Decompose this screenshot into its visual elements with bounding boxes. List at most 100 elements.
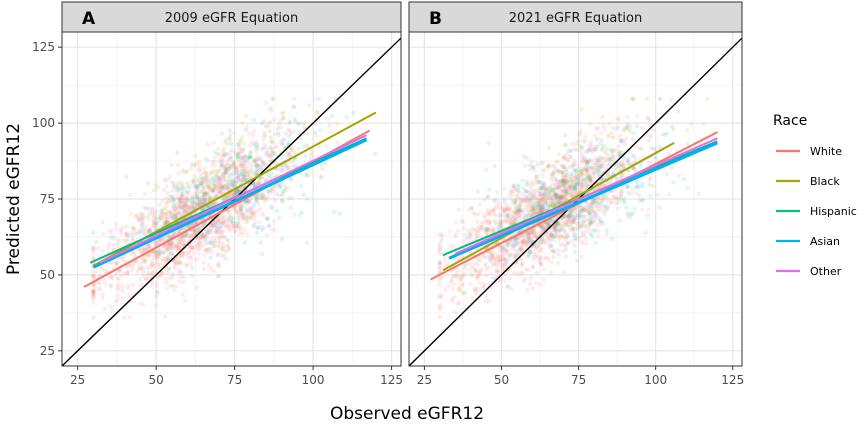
scatter-point — [287, 121, 292, 126]
scatter-point — [140, 212, 145, 217]
scatter-point — [624, 205, 629, 210]
scatter-point — [184, 169, 189, 175]
scatter-point — [539, 225, 545, 230]
scatter-point — [196, 181, 202, 186]
scatter-point — [658, 96, 663, 102]
scatter-point — [175, 244, 180, 250]
scatter-point — [449, 278, 454, 284]
scatter-point — [267, 128, 272, 134]
scatter-point — [437, 249, 443, 254]
scatter-point — [483, 229, 489, 234]
scatter-point — [563, 189, 568, 194]
scatter-point — [537, 209, 543, 214]
scatter-point — [265, 190, 271, 195]
scatter-point — [187, 204, 192, 210]
scatter-point — [138, 216, 144, 221]
scatter-point — [323, 161, 328, 166]
scatter-point — [205, 230, 210, 236]
scatter-point — [176, 245, 182, 251]
scatter-point — [183, 197, 188, 202]
scatter-point — [563, 187, 569, 192]
scatter-point — [224, 256, 229, 262]
scatter-point — [219, 185, 224, 190]
scatter-point — [141, 257, 147, 263]
scatter-point — [582, 139, 588, 144]
scatter-point — [462, 266, 467, 271]
scatter-point — [164, 202, 170, 208]
scatter-point — [245, 201, 250, 206]
scatter-point — [503, 258, 508, 263]
scatter-point — [495, 269, 500, 274]
scatter-point — [170, 257, 176, 262]
scatter-point — [91, 293, 96, 299]
scatter-point — [521, 197, 526, 202]
scatter-point — [499, 257, 504, 263]
scatter-point — [196, 167, 201, 172]
scatter-point — [579, 223, 584, 228]
scatter-point — [507, 207, 512, 212]
scatter-point — [158, 263, 163, 268]
scatter-point — [450, 299, 455, 304]
scatter-point — [200, 222, 205, 228]
scatter-point — [569, 215, 574, 221]
scatter-point — [231, 176, 236, 182]
scatter-point — [220, 241, 225, 246]
scatter-point — [563, 168, 568, 173]
scatter-point — [512, 215, 517, 220]
scatter-point — [492, 207, 497, 212]
x-tick-label: 50 — [149, 373, 164, 387]
scatter-point — [588, 140, 594, 145]
scatter-point — [170, 205, 176, 211]
scatter-point — [572, 158, 577, 164]
scatter-point — [238, 176, 243, 181]
scatter-point — [260, 251, 265, 257]
scatter-point — [516, 196, 521, 202]
scatter-point — [268, 153, 274, 158]
scatter-point — [240, 215, 246, 221]
scatter-point — [490, 228, 495, 234]
scatter-point — [537, 207, 543, 212]
scatter-point — [573, 187, 578, 192]
scatter-point — [206, 229, 211, 235]
scatter-point — [206, 182, 211, 187]
scatter-point — [297, 213, 302, 218]
scatter-point — [589, 166, 595, 171]
scatter-point — [191, 162, 196, 167]
scatter-point — [223, 219, 228, 225]
scatter-point — [178, 201, 183, 206]
scatter-point — [257, 219, 262, 225]
scatter-point — [95, 280, 101, 285]
scatter-point — [500, 264, 505, 269]
scatter-point — [152, 268, 157, 273]
scatter-point — [576, 181, 581, 186]
scatter-point — [145, 272, 151, 277]
scatter-point — [549, 243, 554, 249]
scatter-point — [485, 254, 490, 259]
scatter-point — [237, 207, 243, 213]
scatter-point — [225, 152, 230, 157]
scatter-point — [211, 140, 216, 145]
scatter-point — [562, 175, 567, 180]
scatter-point — [509, 213, 514, 219]
scatter-point — [486, 226, 491, 232]
scatter-point — [188, 233, 193, 239]
scatter-point — [233, 180, 239, 185]
scatter-point — [567, 165, 572, 170]
scatter-point — [523, 241, 529, 246]
scatter-point — [319, 162, 324, 167]
scatter-point — [262, 199, 267, 205]
scatter-point — [501, 248, 506, 253]
scatter-point — [216, 239, 221, 245]
scatter-point — [179, 235, 184, 240]
scatter-point — [227, 194, 233, 199]
scatter-point — [131, 225, 136, 230]
scatter-point — [633, 167, 638, 172]
scatter-point — [470, 226, 475, 232]
scatter-point — [555, 190, 561, 196]
scatter-point — [601, 142, 606, 148]
scatter-point — [241, 204, 247, 209]
scatter-point — [618, 137, 623, 142]
scatter-point — [167, 194, 172, 200]
scatter-point — [616, 200, 621, 205]
